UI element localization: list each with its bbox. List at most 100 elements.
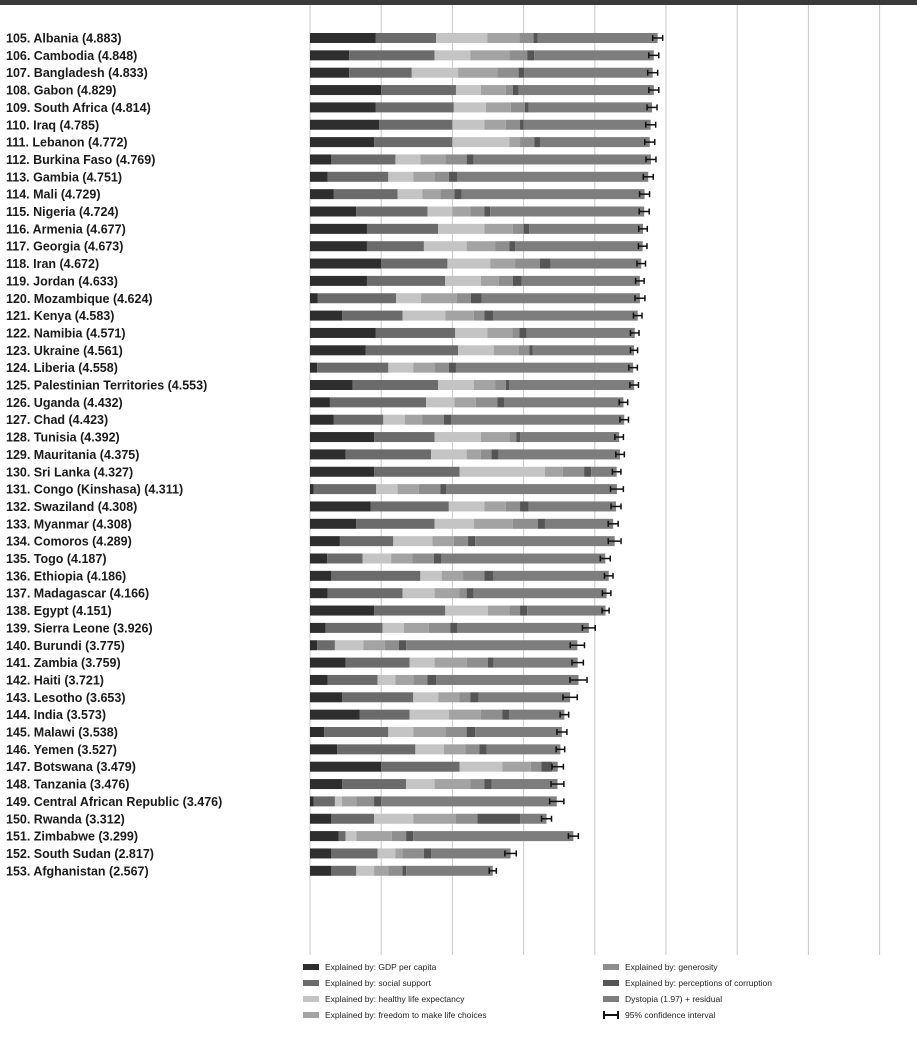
legend-label: Explained by: social support xyxy=(325,978,431,988)
ci-whisker xyxy=(615,451,626,458)
legend-item: Explained by: generosity xyxy=(603,960,903,974)
bar-segment-2 xyxy=(376,484,398,495)
bar-segment-5 xyxy=(512,275,522,286)
bar-segment-6 xyxy=(528,501,617,512)
bar-segment-0 xyxy=(310,397,330,408)
ci-whisker xyxy=(540,815,553,822)
bar-segment-5 xyxy=(484,310,493,321)
bar-segment-1 xyxy=(381,258,448,269)
bar-segment-6 xyxy=(478,692,571,703)
bar-segment-0 xyxy=(310,831,339,842)
bar-segment-0 xyxy=(310,345,366,356)
bar-segment-1 xyxy=(313,796,335,807)
bar-segment-4 xyxy=(509,432,517,443)
legend-swatch xyxy=(603,980,619,986)
bar-segment-4 xyxy=(530,761,542,772)
bar-segment-0 xyxy=(310,189,334,200)
bar-segment-0 xyxy=(310,310,343,321)
bar-segment-5 xyxy=(443,414,451,425)
bar-segment-4 xyxy=(515,258,540,269)
bar-segment-5 xyxy=(374,796,382,807)
row-label: 121. Kenya (4.583) xyxy=(6,309,114,323)
ci-whisker xyxy=(618,399,629,406)
bar-segment-0 xyxy=(310,67,350,78)
bar-segment-5 xyxy=(520,605,528,616)
bar-segment-4 xyxy=(470,779,485,790)
bar-segment-4 xyxy=(473,310,485,321)
bar-segment-5 xyxy=(423,848,432,859)
bar-segment-0 xyxy=(310,102,376,113)
legend-item-ci: 95% confidence interval xyxy=(603,1008,903,1022)
ci-whisker xyxy=(646,69,659,76)
bar-segment-3 xyxy=(342,796,357,807)
bar-segment-6 xyxy=(481,293,640,304)
bar-segment-5 xyxy=(484,206,491,217)
bar-segment-4 xyxy=(402,848,424,859)
bar-segment-5 xyxy=(448,362,456,373)
bar-segment-4 xyxy=(391,831,407,842)
bar-segment-6 xyxy=(504,397,624,408)
bar-segment-3 xyxy=(484,223,513,234)
legend-label: Explained by: freedom to make life choic… xyxy=(325,1010,487,1020)
bar-segment-5 xyxy=(477,813,521,824)
ci-whisker xyxy=(629,382,640,388)
row-label: 108. Gabon (4.829) xyxy=(6,84,116,98)
bar-segment-3 xyxy=(448,709,481,720)
bar-segment-0 xyxy=(310,380,353,390)
legend-swatch xyxy=(303,996,319,1002)
bar-segment-5 xyxy=(479,744,487,755)
bar-segment-0 xyxy=(310,85,382,96)
bar-segment-4 xyxy=(434,362,449,373)
bar-segment-4 xyxy=(510,102,526,113)
bar-segment-1 xyxy=(359,709,410,720)
bar-segment-5 xyxy=(470,293,482,304)
row-label: 117. Georgia (4.673) xyxy=(6,240,123,254)
bar-segment-3 xyxy=(422,189,441,200)
bar-segment-6 xyxy=(455,362,634,373)
bar-segment-2 xyxy=(383,414,405,425)
row-label: 123. Ukraine (4.561) xyxy=(6,344,123,358)
bar-segment-1 xyxy=(342,692,414,703)
row-label: 107. Bangladesh (4.833) xyxy=(6,66,148,80)
bar-segment-0 xyxy=(310,241,367,252)
bar-segment-6 xyxy=(520,813,547,824)
bar-segment-0 xyxy=(310,727,325,737)
row-label: 114. Mali (4.729) xyxy=(6,188,101,202)
bar-segment-0 xyxy=(310,709,360,720)
bar-segment-3 xyxy=(404,414,423,425)
row-label: 110. Iraq (4.785) xyxy=(6,118,99,132)
row-label: 153. Afghanistan (2.567) xyxy=(6,864,149,878)
bar-segment-2 xyxy=(415,744,444,755)
bar-segment-2 xyxy=(413,692,439,703)
bar-segment-2 xyxy=(458,345,494,356)
ci-whisker xyxy=(634,277,645,284)
row-label: 147. Botswana (3.479) xyxy=(6,760,136,774)
ci-whisker xyxy=(581,624,596,631)
legend-swatch xyxy=(303,1012,319,1018)
bar-segment-1 xyxy=(374,605,446,616)
bar-segment-1 xyxy=(349,50,435,61)
bar-segment-1 xyxy=(374,466,460,477)
row-labels: 105. Albania (4.883) 106. Cambodia (4.848… xyxy=(6,32,222,879)
bar-segment-3 xyxy=(432,536,454,547)
bar-segment-4 xyxy=(562,466,585,477)
bar-segment-2 xyxy=(459,761,503,772)
ci-whisker xyxy=(609,486,625,493)
bar-segment-4 xyxy=(470,206,485,217)
ci-whisker xyxy=(607,538,622,545)
bar-segment-6 xyxy=(534,50,654,61)
bar-segment-5 xyxy=(529,345,533,356)
bar-segment-6 xyxy=(441,553,606,564)
bar-segment-0 xyxy=(310,50,350,61)
bar-segment-5 xyxy=(584,466,592,477)
ci-whisker xyxy=(638,208,650,215)
bar-segment-3 xyxy=(438,692,460,703)
bar-segment-6 xyxy=(492,570,609,581)
row-label: 148. Tanzania (3.476) xyxy=(6,778,129,792)
bar-segment-4 xyxy=(440,189,455,200)
bar-segment-3 xyxy=(502,761,531,772)
bar-segment-3 xyxy=(363,640,385,651)
bar-segment-4 xyxy=(434,171,449,182)
bar-segment-4 xyxy=(498,275,513,286)
bar-segment-5 xyxy=(512,85,519,96)
